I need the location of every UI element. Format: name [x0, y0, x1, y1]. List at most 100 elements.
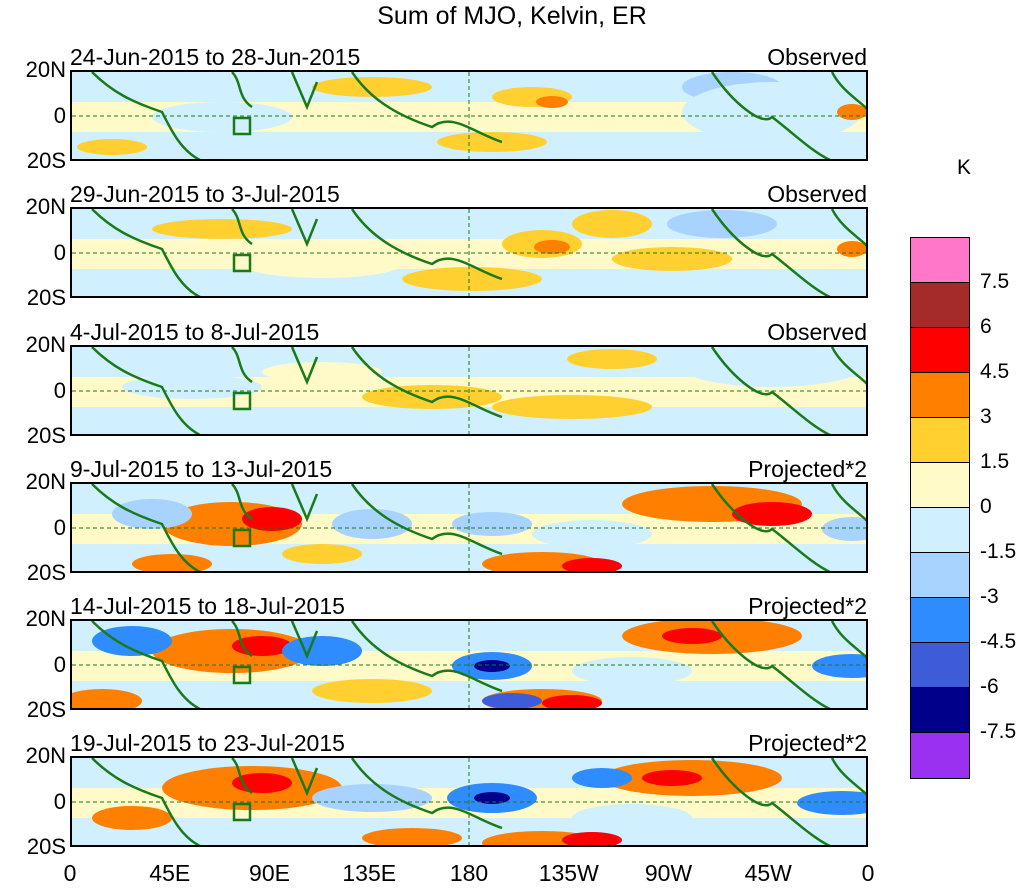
region-box — [232, 802, 252, 822]
anomaly-contour — [77, 139, 147, 155]
anomaly-contour — [112, 499, 192, 529]
coastline — [91, 72, 201, 159]
anomaly-contour — [362, 828, 462, 845]
coastline — [830, 209, 866, 247]
coastline — [290, 758, 319, 797]
panel-date-range: 9-Jul-2015 to 13-Jul-2015 — [70, 456, 333, 482]
coastline — [91, 209, 201, 296]
panel-date-range: 29-Jun-2015 to 3-Jul-2015 — [70, 181, 340, 207]
anomaly-contour — [572, 768, 632, 788]
coastline — [710, 209, 831, 296]
colorbar-swatch — [911, 688, 969, 733]
map-panel — [70, 619, 868, 710]
colorbar — [910, 237, 970, 779]
colorbar-label: 4.5 — [980, 360, 1010, 383]
coastline — [830, 758, 866, 796]
latitude-label: 20S — [26, 697, 66, 722]
panel-date-range: 4-Jul-2015 to 8-Jul-2015 — [70, 319, 320, 345]
latitude-label: 20S — [26, 148, 66, 173]
panel-kind: Projected*2 — [748, 730, 867, 756]
panel-kind: Projected*2 — [748, 456, 867, 482]
latitude-label: 0 — [53, 378, 66, 403]
latitude-label: 20N — [25, 332, 66, 357]
colorbar-swatch — [911, 463, 969, 508]
longitude-label: 90E — [249, 860, 290, 886]
region-box — [232, 391, 252, 411]
coastline — [231, 484, 253, 521]
colorbar-swatch — [911, 238, 969, 283]
anomaly-contour — [682, 347, 862, 387]
coastline — [710, 621, 831, 708]
latitude-label: 20N — [25, 469, 66, 494]
colorbar-swatch — [911, 733, 969, 778]
region-box — [232, 528, 252, 548]
anomaly-contour — [732, 502, 812, 526]
anomaly-contour — [242, 250, 402, 278]
anomaly-field — [72, 758, 866, 845]
coastline — [91, 484, 201, 571]
anomaly-contour — [837, 104, 866, 120]
panel-kind: Observed — [767, 44, 867, 70]
anomaly-contour — [437, 132, 547, 152]
coastline — [710, 484, 831, 571]
colorbar-label: 0 — [980, 495, 992, 518]
coastline — [350, 621, 503, 693]
longitude-label: 135W — [538, 860, 599, 886]
coastline — [710, 72, 831, 159]
map-panel — [70, 482, 868, 573]
coastline — [290, 209, 319, 248]
anomaly-field — [72, 347, 866, 434]
anomaly-contour — [572, 804, 692, 832]
anomaly-contour — [572, 657, 692, 685]
anomaly-contour — [474, 792, 510, 804]
coastline — [290, 347, 319, 386]
latitude-label: 0 — [53, 652, 66, 677]
panel-date-range: 24-Jun-2015 to 28-Jun-2015 — [70, 44, 361, 70]
latitude-label: 20N — [25, 194, 66, 219]
panel-kind: Observed — [767, 181, 867, 207]
coastline — [350, 209, 503, 281]
colorbar-swatch — [911, 643, 969, 688]
anomaly-contour — [542, 695, 602, 708]
coastline — [830, 621, 866, 659]
coastline — [350, 72, 503, 144]
anomaly-contour — [612, 247, 732, 271]
colorbar-swatch — [911, 328, 969, 373]
longitude-label: 0 — [861, 860, 875, 886]
latitude-label: 20N — [25, 606, 66, 631]
colorbar-label: 6 — [980, 315, 992, 338]
panel-kind: Observed — [767, 319, 867, 345]
coastline — [350, 758, 503, 830]
colorbar-swatch — [911, 508, 969, 553]
anomaly-contour — [536, 96, 568, 108]
latitude-label: 20S — [26, 423, 66, 448]
coastline — [290, 621, 319, 660]
anomaly-contour — [282, 544, 362, 564]
anomaly-contour — [452, 512, 532, 536]
colorbar-label: 3 — [980, 405, 992, 428]
map-panel — [70, 207, 868, 298]
colorbar-label: -3 — [980, 585, 999, 608]
figure-title: Sum of MJO, Kelvin, ER — [377, 2, 647, 30]
colorbar-swatch — [911, 598, 969, 643]
panel-date-range: 19-Jul-2015 to 23-Jul-2015 — [70, 730, 345, 756]
panel-date-range: 14-Jul-2015 to 18-Jul-2015 — [70, 593, 345, 619]
anomaly-contour — [797, 791, 866, 815]
map-panel — [70, 70, 868, 161]
latitude-label: 20S — [26, 834, 66, 859]
colorbar-label: 1.5 — [980, 450, 1010, 473]
colorbar-label: -6 — [980, 675, 999, 698]
anomaly-contour — [402, 267, 542, 291]
coastline — [830, 484, 866, 522]
panel-kind: Projected*2 — [748, 593, 867, 619]
anomaly-contour — [312, 77, 432, 97]
colorbar-label: -1.5 — [980, 540, 1017, 563]
colorbar-label: -4.5 — [980, 630, 1017, 653]
anomaly-contour — [562, 558, 622, 571]
anomaly-contour — [822, 517, 866, 541]
coastline — [231, 209, 253, 246]
colorbar-label: -7.5 — [980, 720, 1017, 743]
coastline — [91, 621, 201, 708]
anomaly-field — [72, 72, 866, 159]
map-panel — [70, 345, 868, 436]
